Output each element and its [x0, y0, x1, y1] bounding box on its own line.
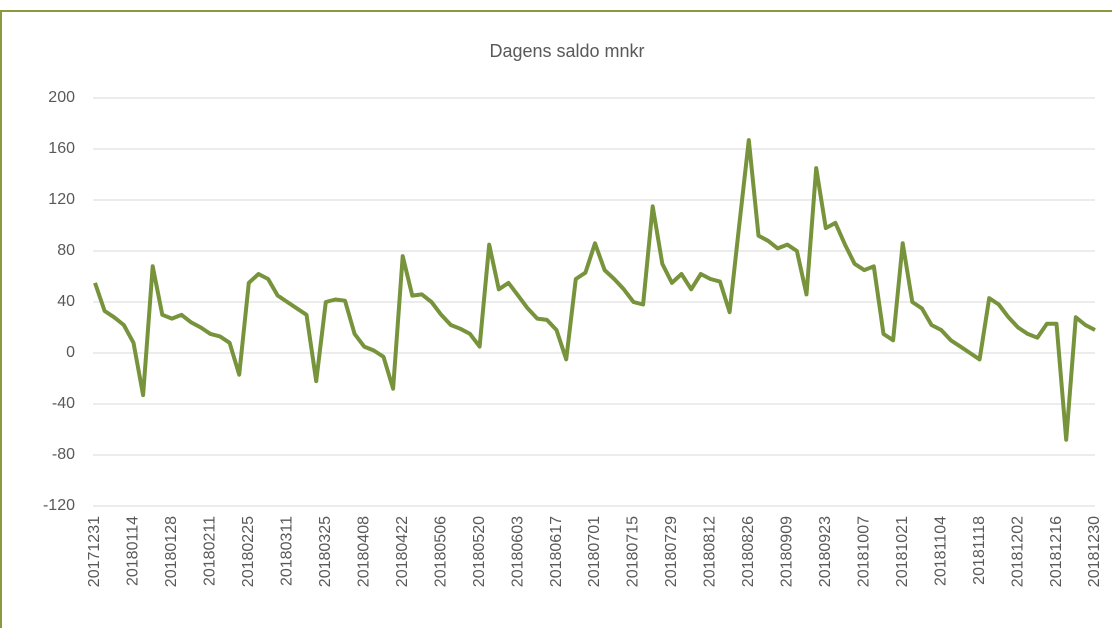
y-tick-label: 0 [66, 344, 75, 361]
y-tick-label: 200 [48, 89, 75, 106]
x-tick-label: 20181118 [971, 516, 988, 585]
x-tick-label: 20180128 [163, 516, 180, 587]
x-tick-label: 20180715 [625, 516, 642, 587]
data-line [93, 138, 1096, 442]
x-tick-label: 20171231 [86, 516, 103, 587]
x-tick-label: 20180225 [240, 516, 257, 587]
x-tick-label: 20180923 [817, 516, 834, 587]
chart-title: Dagens saldo mnkr [489, 41, 644, 61]
x-tick-label: 20181007 [855, 516, 872, 587]
x-tick-label: 20180506 [432, 516, 449, 587]
frame [0, 10, 1112, 628]
x-tick-label: 20180408 [355, 516, 372, 587]
y-tick-label: 80 [57, 242, 75, 259]
x-tick-label: 20180520 [471, 516, 488, 587]
x-tick-label: 20180603 [509, 516, 526, 587]
x-tick-label: 20180211 [202, 516, 219, 586]
x-tick-label: 20180325 [317, 516, 334, 587]
x-tick-label: 20180311 [279, 516, 296, 586]
x-tick-label: 20180826 [740, 516, 757, 587]
x-tick-label: 20181216 [1048, 516, 1065, 587]
x-tick-label: 20180729 [663, 516, 680, 587]
x-tick-label: 20180114 [125, 516, 142, 586]
y-tick-label: -120 [43, 497, 75, 514]
y-tick-label: -80 [52, 446, 75, 463]
y-tick-label: 160 [48, 140, 75, 157]
y-tick-label: 40 [57, 293, 75, 310]
x-tick-label: 20181202 [1009, 516, 1026, 587]
x-tick-label: 20181230 [1086, 516, 1103, 587]
x-tick-label: 20181104 [932, 516, 949, 586]
x-tick-label: 20180617 [548, 516, 565, 587]
x-tick-label: 20180812 [702, 516, 719, 587]
x-tick-label: 20180422 [394, 516, 411, 587]
y-tick-label: -40 [52, 395, 75, 412]
x-tick-label: 20180701 [586, 516, 603, 587]
x-tick-label: 20181021 [894, 516, 911, 587]
y-tick-label: 120 [48, 191, 75, 208]
x-tick-label: 20180909 [779, 516, 796, 587]
